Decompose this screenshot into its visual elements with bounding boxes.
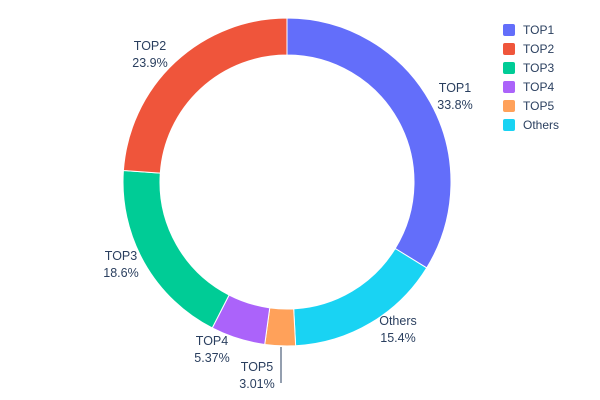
slice-label-percent-top3: 18.6% <box>103 266 138 280</box>
slice-label-name-top4: TOP4 <box>196 334 228 348</box>
legend-swatch <box>503 62 515 74</box>
legend-label: TOP2 <box>523 42 555 56</box>
legend-item-top3[interactable]: TOP3 <box>503 62 559 74</box>
legend-label: Others <box>523 118 560 132</box>
legend-item-top2[interactable]: TOP2 <box>503 43 559 55</box>
slice-label-name-top2: TOP2 <box>134 39 166 53</box>
donut-slice-top2[interactable] <box>122 17 288 174</box>
legend-item-top1[interactable]: TOP1 <box>503 24 559 36</box>
slice-label-percent-top5: 3.01% <box>239 377 274 391</box>
legend-label: TOP4 <box>523 80 555 94</box>
slice-label-name-top5: TOP5 <box>241 360 273 374</box>
legend-item-others[interactable]: Others <box>503 119 559 131</box>
legend-swatch <box>503 119 515 131</box>
donut-slice-top3[interactable] <box>122 169 230 329</box>
slice-label-name-top1: TOP1 <box>439 81 471 95</box>
legend-item-top4[interactable]: TOP4 <box>503 81 559 93</box>
slice-label-percent-others: 15.4% <box>380 331 415 345</box>
legend-label: TOP5 <box>523 99 555 113</box>
slice-label-name-others: Others <box>379 314 417 328</box>
slice-label-percent-top4: 5.37% <box>194 351 229 365</box>
legend-swatch <box>503 24 515 36</box>
slice-label-percent-top2: 23.9% <box>132 56 167 70</box>
slice-label-name-top3: TOP3 <box>105 249 137 263</box>
legend-item-top5[interactable]: TOP5 <box>503 100 559 112</box>
legend-swatch <box>503 100 515 112</box>
legend-label: TOP1 <box>523 23 555 37</box>
slice-label-percent-top1: 33.8% <box>437 98 472 112</box>
legend-swatch <box>503 81 515 93</box>
legend: TOP1 TOP2 TOP3 TOP4 TOP5 Others <box>503 24 559 131</box>
legend-swatch <box>503 43 515 55</box>
legend-label: TOP3 <box>523 61 555 75</box>
donut-slice-top1[interactable] <box>286 17 452 269</box>
